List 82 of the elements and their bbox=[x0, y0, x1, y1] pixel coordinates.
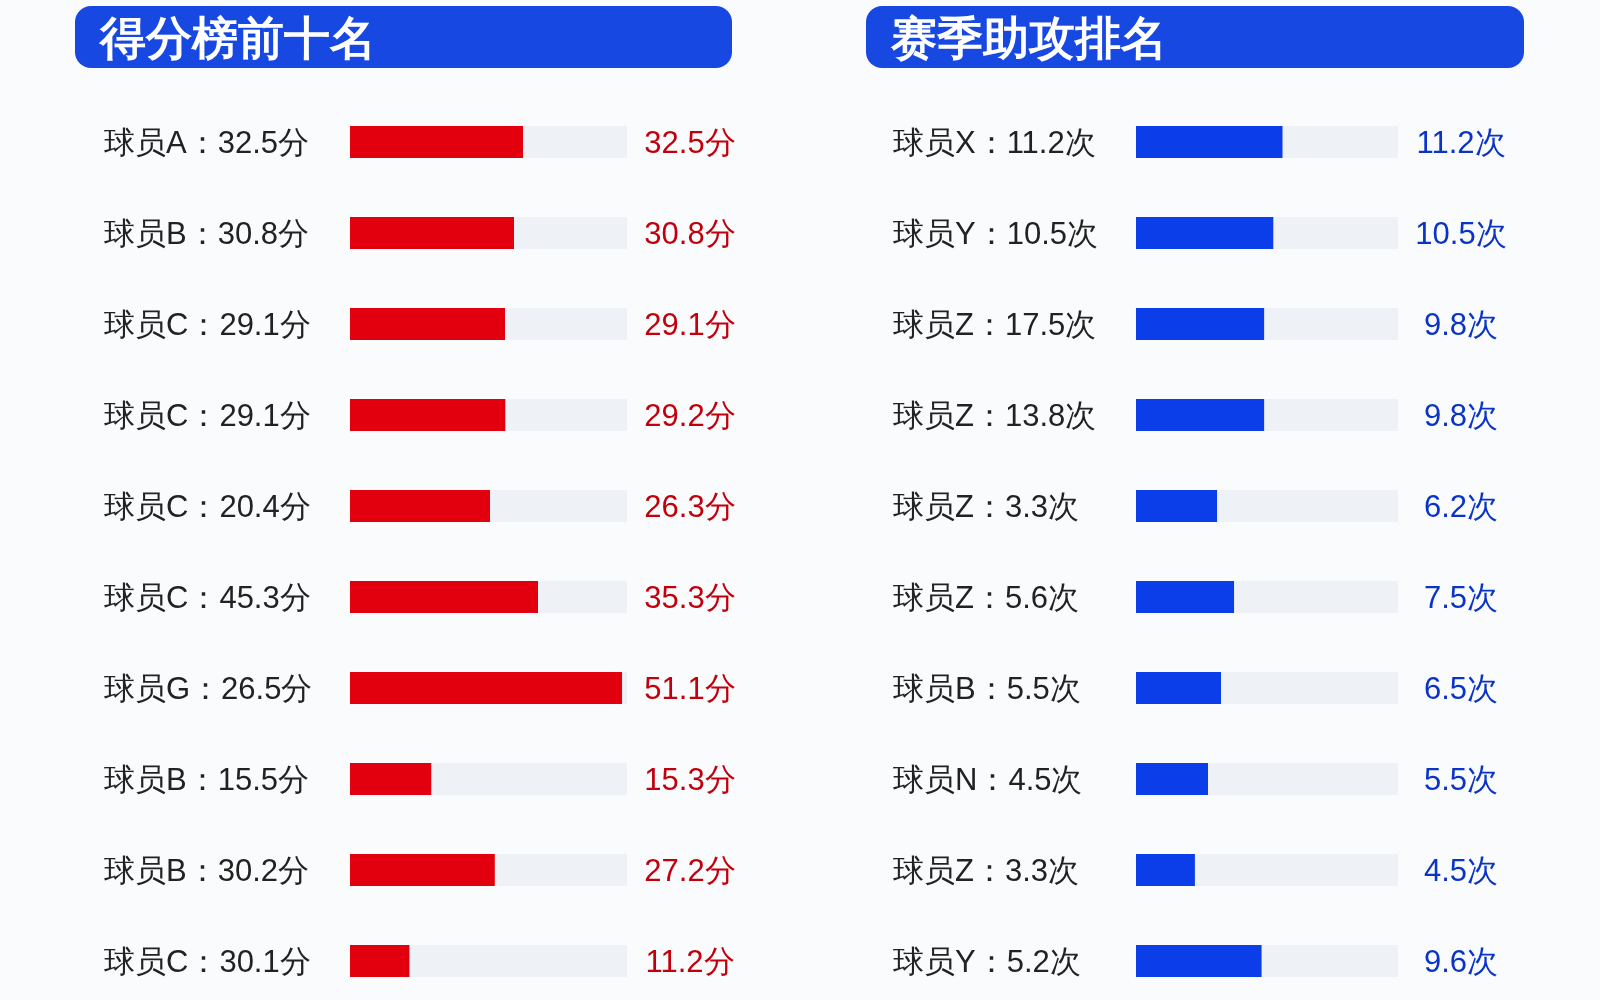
data-label: 29.2分 bbox=[644, 398, 736, 433]
y-tick-label: 球员Z：3.3次 bbox=[893, 853, 1080, 888]
data-label: 5.5次 bbox=[1423, 762, 1499, 797]
data-label: 6.5次 bbox=[1423, 671, 1499, 706]
data-label: 10.5次 bbox=[1415, 216, 1507, 251]
data-label: 11.2次 bbox=[1416, 125, 1506, 160]
bar bbox=[350, 581, 539, 613]
data-label: 26.3分 bbox=[644, 489, 736, 524]
data-label: 35.3分 bbox=[644, 580, 736, 615]
bar bbox=[1136, 308, 1265, 340]
bar bbox=[1136, 490, 1218, 522]
data-label: 32.5分 bbox=[644, 125, 736, 160]
chart-title: 得分榜前十名 bbox=[98, 12, 376, 64]
data-label: 9.8次 bbox=[1423, 398, 1499, 433]
bar bbox=[350, 217, 515, 249]
bar bbox=[505, 399, 627, 431]
bar bbox=[523, 126, 627, 158]
bar bbox=[538, 581, 627, 613]
data-label: 11.2分 bbox=[645, 944, 735, 979]
bar bbox=[350, 763, 432, 795]
data-label: 27.2分 bbox=[644, 853, 736, 888]
y-tick-label: 球员Y：10.5次 bbox=[893, 216, 1099, 251]
y-tick-label: 球员Z：3.3次 bbox=[893, 489, 1080, 524]
y-tick-label: 球员A：32.5分 bbox=[104, 125, 310, 160]
bar bbox=[1261, 945, 1398, 977]
bar bbox=[1282, 126, 1398, 158]
y-tick-label: 球员C：29.1分 bbox=[104, 307, 311, 342]
chart-title: 赛季助攻排名 bbox=[890, 12, 1167, 64]
bar bbox=[1234, 581, 1398, 613]
y-tick-label: 球员G：26.5分 bbox=[104, 671, 313, 706]
data-label: 4.5次 bbox=[1423, 853, 1499, 888]
y-tick-label: 球员C：20.4分 bbox=[104, 489, 311, 524]
data-label: 15.3分 bbox=[644, 762, 736, 797]
y-tick-label: 球员C：45.3分 bbox=[104, 580, 311, 615]
bar bbox=[350, 490, 491, 522]
bar bbox=[1136, 399, 1265, 431]
bar bbox=[350, 854, 495, 886]
bar bbox=[1136, 945, 1262, 977]
y-tick-label: 球员N：4.5次 bbox=[893, 762, 1083, 797]
y-tick-label: 球员C：30.1分 bbox=[104, 944, 311, 979]
y-tick-label: 球员B：15.5分 bbox=[104, 762, 310, 797]
bar bbox=[350, 945, 410, 977]
data-label: 6.2次 bbox=[1423, 489, 1499, 524]
bar bbox=[1194, 854, 1398, 886]
bar bbox=[1264, 308, 1398, 340]
bar bbox=[1136, 217, 1274, 249]
bar bbox=[1136, 763, 1209, 795]
y-tick-label: 球员Z：13.8次 bbox=[893, 398, 1097, 433]
y-tick-label: 球员Z：5.6次 bbox=[893, 580, 1080, 615]
bar bbox=[622, 672, 627, 704]
bar bbox=[1264, 399, 1398, 431]
bar bbox=[1136, 581, 1235, 613]
data-label: 9.8次 bbox=[1423, 307, 1499, 342]
bar bbox=[490, 490, 627, 522]
bar bbox=[514, 217, 627, 249]
bar bbox=[505, 308, 627, 340]
data-label: 51.1分 bbox=[644, 671, 736, 706]
data-label: 9.6次 bbox=[1423, 944, 1499, 979]
bar bbox=[350, 308, 506, 340]
y-tick-label: 球员B：30.2分 bbox=[104, 853, 310, 888]
y-tick-label: 球员X：11.2次 bbox=[893, 125, 1096, 160]
y-tick-label: 球员C：29.1分 bbox=[104, 398, 311, 433]
bar bbox=[1217, 490, 1398, 522]
y-tick-label: 球员Z：17.5次 bbox=[893, 307, 1097, 342]
y-tick-label: 球员Y：5.2次 bbox=[893, 944, 1081, 979]
y-tick-label: 球员B：5.5次 bbox=[893, 671, 1081, 706]
bar bbox=[494, 854, 627, 886]
bar bbox=[1136, 854, 1195, 886]
bar bbox=[350, 399, 506, 431]
bar bbox=[1208, 763, 1398, 795]
bar bbox=[1136, 126, 1283, 158]
data-label: 29.1分 bbox=[644, 307, 736, 342]
bar bbox=[1273, 217, 1398, 249]
bar bbox=[350, 672, 623, 704]
bar bbox=[409, 945, 627, 977]
bar bbox=[350, 126, 524, 158]
bar bbox=[431, 763, 627, 795]
y-tick-label: 球员B：30.8分 bbox=[104, 216, 310, 251]
data-label: 30.8分 bbox=[644, 216, 736, 251]
bar bbox=[1136, 672, 1222, 704]
data-label: 7.5次 bbox=[1423, 580, 1499, 615]
bar bbox=[1221, 672, 1398, 704]
